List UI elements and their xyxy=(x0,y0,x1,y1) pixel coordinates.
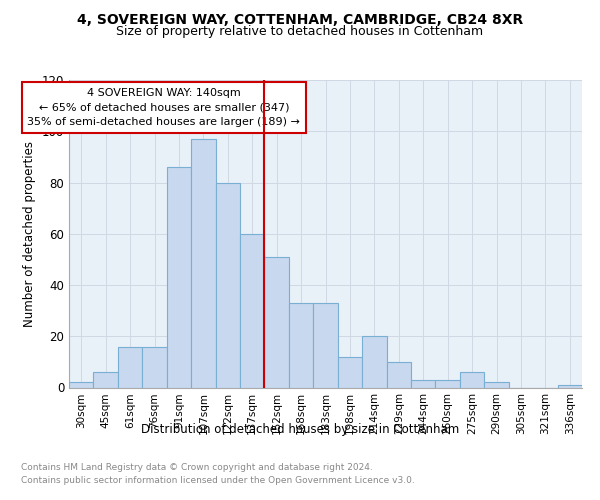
Bar xyxy=(69,382,94,388)
Bar xyxy=(313,303,338,388)
Bar xyxy=(386,362,411,388)
Bar xyxy=(411,380,436,388)
Bar xyxy=(436,380,460,388)
Text: 4, SOVEREIGN WAY, COTTENHAM, CAMBRIDGE, CB24 8XR: 4, SOVEREIGN WAY, COTTENHAM, CAMBRIDGE, … xyxy=(77,12,523,26)
Bar xyxy=(215,182,240,388)
Bar xyxy=(191,139,215,388)
Bar xyxy=(265,257,289,388)
Bar xyxy=(460,372,484,388)
Text: 4 SOVEREIGN WAY: 140sqm
← 65% of detached houses are smaller (347)
35% of semi-d: 4 SOVEREIGN WAY: 140sqm ← 65% of detache… xyxy=(28,88,301,128)
Y-axis label: Number of detached properties: Number of detached properties xyxy=(23,141,36,327)
Text: Distribution of detached houses by size in Cottenham: Distribution of detached houses by size … xyxy=(141,422,459,436)
Text: Size of property relative to detached houses in Cottenham: Size of property relative to detached ho… xyxy=(116,25,484,38)
Bar xyxy=(118,346,142,388)
Bar xyxy=(338,357,362,388)
Bar xyxy=(167,167,191,388)
Bar xyxy=(142,346,167,388)
Bar xyxy=(289,303,313,388)
Bar xyxy=(240,234,265,388)
Text: Contains public sector information licensed under the Open Government Licence v3: Contains public sector information licen… xyxy=(21,476,415,485)
Bar xyxy=(362,336,386,388)
Text: Contains HM Land Registry data © Crown copyright and database right 2024.: Contains HM Land Registry data © Crown c… xyxy=(21,462,373,471)
Bar xyxy=(557,385,582,388)
Bar xyxy=(94,372,118,388)
Bar xyxy=(484,382,509,388)
